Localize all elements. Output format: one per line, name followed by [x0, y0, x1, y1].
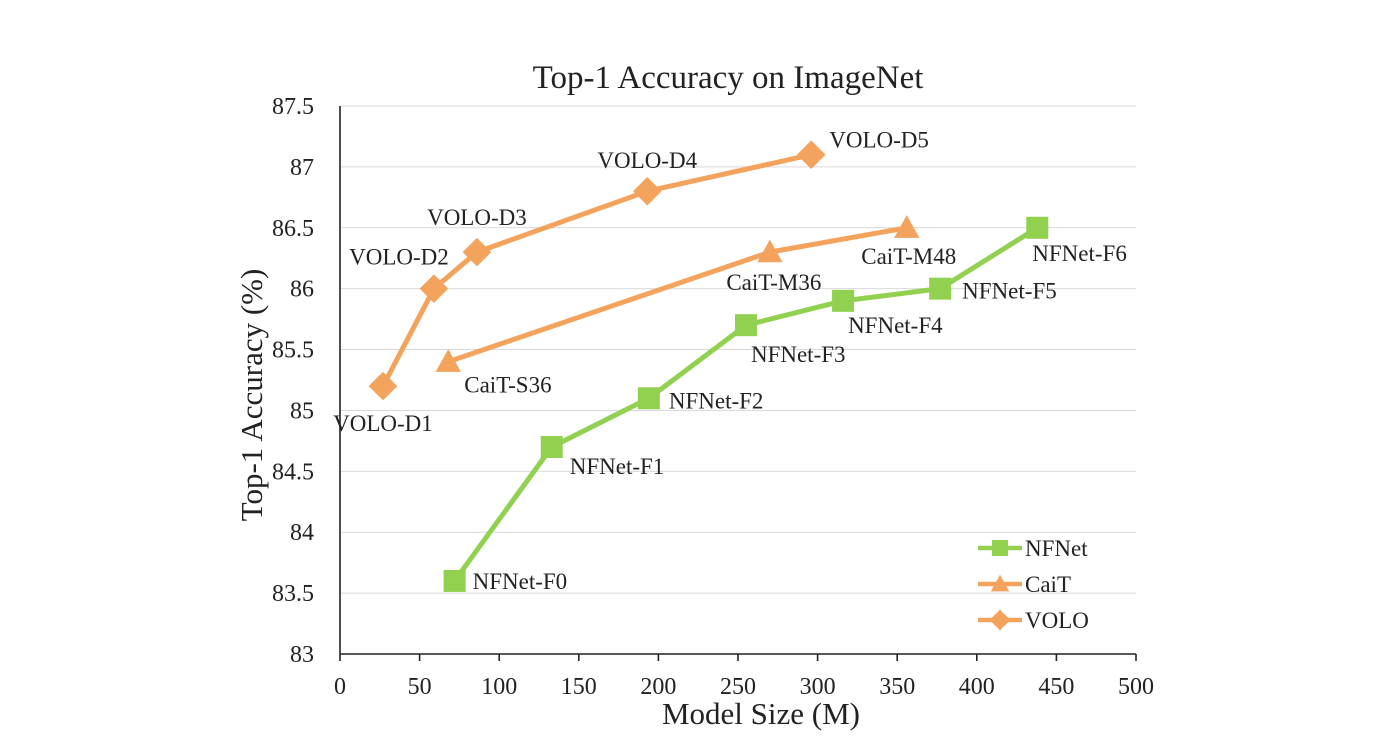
legend-item-volo: VOLO — [978, 608, 1089, 633]
data-point-nfnet-f4 — [832, 289, 855, 312]
x-tick-label: 300 — [800, 674, 836, 700]
data-point-cait-s36 — [435, 349, 461, 372]
gridlines — [340, 105, 1136, 594]
x-tick-label: 150 — [561, 674, 597, 700]
point-label-volo-d3: VOLO-D3 — [427, 205, 527, 230]
axes — [339, 106, 1137, 661]
data-point-volo-d3 — [462, 237, 492, 267]
legend-label-cait: CaiT — [1025, 572, 1071, 597]
legend: NFNet CaiT VOLO — [978, 536, 1089, 633]
y-tick-label: 87 — [290, 155, 314, 181]
y-tick-label: 85 — [290, 398, 314, 424]
y-axis-title: Top-1 Accuracy (%) — [234, 269, 269, 522]
data-point-volo-d5 — [796, 140, 826, 170]
point-label-nfnet-f6: NFNet-F6 — [1032, 241, 1127, 266]
point-label-nfnet-f3: NFNet-F3 — [751, 342, 846, 367]
x-tick-label: 350 — [879, 674, 915, 700]
point-label-nfnet-f2: NFNet-F2 — [669, 388, 764, 413]
point-label-volo-d4: VOLO-D4 — [597, 148, 697, 173]
point-label-nfnet-f1: NFNet-F1 — [570, 454, 665, 479]
series — [368, 140, 1049, 592]
data-point-volo-d1 — [368, 371, 398, 401]
data-point-nfnet-f1 — [540, 435, 563, 458]
point-label-nfnet-f0: NFNet-F0 — [473, 569, 568, 594]
x-axis-title: Model Size (M) — [662, 696, 860, 731]
point-label-nfnet-f4: NFNet-F4 — [848, 313, 943, 338]
point-label-volo-d5: VOLO-D5 — [829, 128, 929, 153]
y-tick-label: 86.5 — [272, 216, 314, 242]
point-label-cait-m36: CaiT-M36 — [726, 270, 821, 295]
y-tick-label: 84 — [290, 520, 314, 546]
data-point-volo-d2 — [419, 274, 449, 303]
y-tick-label: 85.5 — [272, 338, 314, 364]
data-point-nfnet-f5 — [929, 277, 952, 300]
x-tick-label: 250 — [720, 674, 756, 700]
x-tick-label: 450 — [1038, 674, 1074, 700]
x-tick-label: 0 — [334, 674, 346, 700]
x-tick-label: 100 — [481, 674, 517, 700]
data-point-volo-d4 — [632, 176, 662, 206]
point-label-nfnet-f5: NFNet-F5 — [962, 279, 1057, 304]
y-tick-labels: 83 83.5 84 84.5 85 85.5 86 86.5 87 87.5 — [272, 94, 314, 668]
legend-marker-cait — [990, 574, 1010, 592]
y-tick-label: 84.5 — [272, 459, 314, 485]
x-tick-label: 200 — [640, 674, 676, 700]
data-point-cait-m48 — [894, 215, 920, 238]
data-point-nfnet-f2 — [637, 387, 660, 410]
legend-marker-nfnet — [992, 540, 1008, 556]
legend-label-nfnet: NFNet — [1025, 536, 1088, 561]
x-tick-labels: 0 50 100 150 200 250 300 350 400 450 500 — [334, 674, 1154, 700]
data-point-nfnet-f0 — [443, 569, 466, 592]
point-label-cait-s36: CaiT-S36 — [464, 373, 551, 398]
y-tick-label: 83 — [290, 642, 314, 668]
chart-title: Top-1 Accuracy on ImageNet — [533, 60, 924, 96]
y-tick-label: 87.5 — [272, 94, 314, 120]
y-tick-label: 83.5 — [272, 581, 314, 607]
data-point-nfnet-f3 — [734, 314, 757, 337]
data-point-nfnet-f6 — [1026, 216, 1049, 239]
x-tick-label: 400 — [959, 674, 995, 700]
point-label-volo-d2: VOLO-D2 — [349, 245, 449, 270]
x-tick-label: 500 — [1118, 674, 1154, 700]
point-label-volo-d1: VOLO-D1 — [333, 411, 433, 436]
legend-item-cait: CaiT — [978, 572, 1071, 597]
y-tick-label: 86 — [290, 277, 314, 303]
series-nfnet — [443, 216, 1049, 592]
point-label-cait-m48: CaiT-M48 — [861, 244, 956, 269]
series-cait — [435, 215, 920, 372]
legend-marker-volo — [989, 609, 1011, 631]
x-tick-label: 50 — [408, 674, 432, 700]
data-point-cait-m36 — [757, 239, 783, 263]
legend-label-volo: VOLO — [1025, 608, 1089, 633]
series-volo — [368, 140, 826, 401]
point-labels: CaiT-S36 CaiT-M36 CaiT-M48 NFNet-F0 NFNet-F1… — [333, 128, 1127, 594]
legend-item-nfnet: NFNet — [978, 536, 1088, 561]
